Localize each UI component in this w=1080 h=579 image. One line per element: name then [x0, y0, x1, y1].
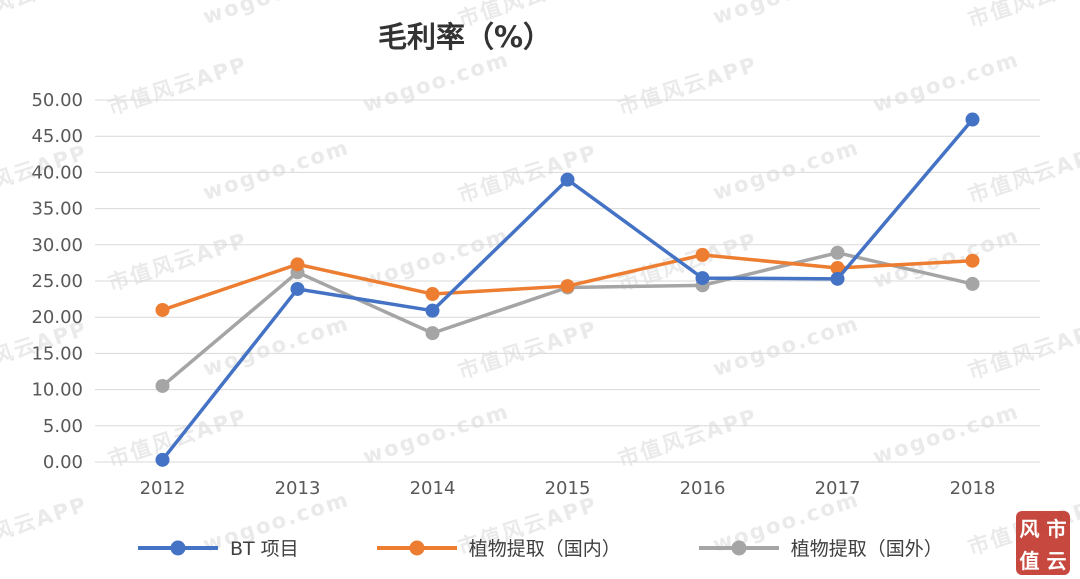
svg-text:2012: 2012 [140, 478, 186, 499]
seal-char: 云 [1046, 548, 1067, 573]
svg-text:35.00: 35.00 [31, 199, 83, 220]
svg-text:0.00: 0.00 [43, 452, 83, 473]
svg-text:20.00: 20.00 [31, 307, 83, 328]
legend-label: 植物提取（国内） [468, 538, 621, 560]
legend-item-bt: BT 项目 [138, 534, 299, 561]
seal-char: 市 [1046, 516, 1067, 541]
seal-char: 值 [1019, 548, 1040, 573]
svg-text:15.00: 15.00 [31, 343, 83, 364]
svg-text:5.00: 5.00 [43, 416, 83, 437]
legend-marker-foreign-icon [698, 540, 779, 555]
svg-text:50.00: 50.00 [31, 90, 83, 111]
svg-text:2018: 2018 [950, 478, 996, 499]
chart-title: 毛利率（%） [377, 20, 553, 54]
legend-marker-domestic-icon [376, 540, 457, 555]
legend-label: BT 项目 [230, 538, 299, 560]
svg-text:2017: 2017 [815, 478, 861, 499]
chart-legend: BT 项目 植物提取（国内） 植物提取（国外） [138, 534, 943, 561]
legend-item-domestic: 植物提取（国内） [376, 534, 621, 561]
legend-label: 植物提取（国外） [790, 538, 943, 560]
svg-text:25.00: 25.00 [31, 271, 83, 292]
seal-char: 风 [1019, 516, 1040, 541]
legend-item-foreign: 植物提取（国外） [698, 534, 943, 561]
svg-text:2014: 2014 [410, 478, 456, 499]
svg-text:2016: 2016 [680, 478, 726, 499]
svg-text:40.00: 40.00 [31, 162, 83, 183]
svg-text:10.00: 10.00 [31, 380, 83, 401]
legend-marker-bt-icon [138, 540, 218, 555]
brand-seal: 风 市 值 云 [1016, 511, 1070, 575]
svg-text:2013: 2013 [275, 478, 321, 499]
svg-text:2015: 2015 [545, 478, 591, 499]
svg-text:45.00: 45.00 [31, 126, 83, 147]
svg-text:30.00: 30.00 [31, 235, 83, 256]
line-chart: 0.00 5.00 10.00 15.00 20.00 25.00 30.00 35.00 40… [31, 90, 1040, 499]
